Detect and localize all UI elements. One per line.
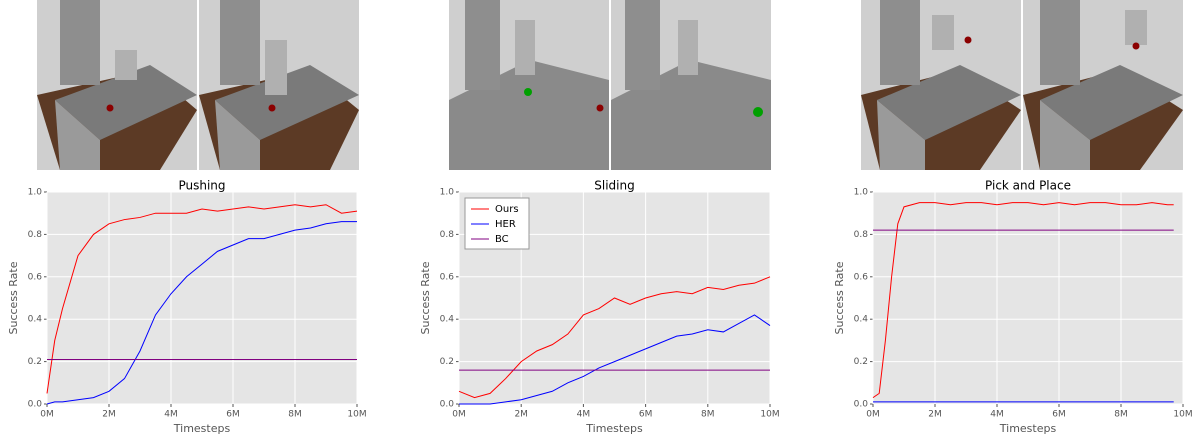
render-sliding: [449, 0, 771, 170]
plot-area: [873, 192, 1183, 404]
y-tick-label: 0.2: [28, 357, 42, 367]
y-tick-label: 0.8: [854, 230, 869, 240]
x-axis-label: Timesteps: [999, 422, 1057, 435]
y-tick-label: 1.0: [854, 188, 869, 198]
x-tick-label: 2M: [514, 410, 528, 420]
x-tick-label: 2M: [102, 410, 116, 420]
y-tick-label: 0.8: [440, 230, 455, 240]
y-tick-label: 1.0: [440, 188, 455, 198]
series-line: [872, 202, 1174, 399]
series-line: [459, 314, 771, 405]
x-tick-label: 4M: [164, 410, 178, 420]
y-tick-label: 0.2: [854, 357, 868, 367]
y-tick-label: 0.8: [28, 230, 43, 240]
x-tick-label: 4M: [990, 410, 1004, 420]
x-tick-label: 0M: [452, 410, 466, 420]
x-tick-label: 6M: [639, 410, 653, 420]
chart-title: Pushing: [178, 179, 225, 193]
y-tick-label: 0.0: [854, 400, 869, 410]
series-line: [46, 204, 358, 394]
x-tick-label: 6M: [226, 410, 240, 420]
y-tick-label: 1.0: [28, 188, 43, 198]
legend-label: BC: [495, 234, 509, 245]
x-tick-label: 10M: [1173, 410, 1192, 420]
x-tick-label: 0M: [866, 410, 880, 420]
render-images: [37, 0, 1183, 170]
x-axis-label: Timesteps: [585, 422, 643, 435]
x-tick-label: 0M: [40, 410, 54, 420]
render-pushing: [37, 0, 359, 170]
chart-title: Pick and Place: [985, 179, 1071, 193]
y-tick-label: 0.4: [440, 315, 455, 325]
y-axis-label: Success Rate: [7, 261, 20, 334]
series-line: [458, 276, 771, 399]
chart-title: Sliding: [594, 179, 634, 193]
y-tick-label: 0.0: [440, 400, 455, 410]
legend-label: HER: [495, 219, 516, 230]
x-tick-label: 4M: [577, 410, 591, 420]
x-tick-label: 8M: [1114, 410, 1128, 420]
x-axis-label: Timesteps: [173, 422, 231, 435]
legend-label: Ours: [495, 204, 519, 215]
y-tick-label: 0.6: [854, 272, 869, 282]
y-axis-label: Success Rate: [833, 261, 846, 334]
x-tick-label: 10M: [347, 410, 366, 420]
render-pick-and-place: [861, 0, 1183, 170]
chart: 0.0 0.2 0.4 0.6 0.8 1.0 0M 2M 4M 6M 8M 10M Pushing Ti…: [7, 179, 367, 436]
x-tick-label: 6M: [1052, 410, 1066, 420]
x-tick-label: 2M: [928, 410, 942, 420]
x-tick-label: 8M: [288, 410, 302, 420]
chart: 0.0 0.2 0.4 0.6 0.8 1.0 0M 2M 4M 6M 8M 10M Sliding Ti…: [419, 179, 780, 436]
y-axis-label: Success Rate: [419, 261, 432, 334]
y-tick-label: 0.0: [28, 400, 43, 410]
x-tick-label: 10M: [760, 410, 779, 420]
y-tick-label: 0.6: [28, 272, 43, 282]
chart: 0.0 0.2 0.4 0.6 0.8 1.0 0M 2M 4M 6M 8M 10M Pick and …: [833, 179, 1193, 436]
y-tick-label: 0.6: [440, 272, 455, 282]
x-tick-label: 8M: [701, 410, 715, 420]
y-tick-label: 0.2: [440, 357, 454, 367]
series-line: [46, 221, 357, 405]
plot-area: [47, 192, 357, 404]
y-tick-label: 0.4: [854, 315, 869, 325]
y-tick-label: 0.4: [28, 315, 43, 325]
